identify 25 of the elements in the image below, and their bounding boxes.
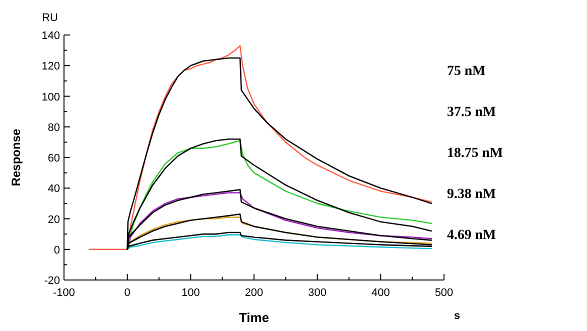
text: 75 nM — [447, 64, 486, 79]
y-axis-title: Response — [9, 128, 23, 186]
x-axis-title: Time — [238, 310, 270, 325]
y-tick-label: 120 — [42, 60, 60, 73]
text: s — [454, 310, 460, 322]
y-tick-label: 40 — [48, 183, 60, 196]
text: 4.69 nM — [447, 228, 496, 243]
y-tick-label: 20 — [48, 214, 60, 226]
y-tick-label: 80 — [48, 122, 60, 134]
text: RU — [42, 12, 58, 24]
text: 18.75 nM — [447, 146, 503, 161]
y-tick-label: 0 — [54, 244, 60, 256]
x-tick-label: 200 — [244, 287, 264, 299]
x-tick-label: 0 — [124, 287, 130, 299]
x-tick-label: 500 — [434, 287, 454, 299]
x-tick-label: 400 — [371, 287, 390, 299]
y-tick-label: 60 — [48, 152, 60, 164]
text: 9.38 nM — [447, 187, 496, 202]
text: 37.5 nM — [447, 105, 496, 120]
x-tick-label: 300 — [308, 287, 327, 299]
y-tick-label: -20 — [44, 275, 60, 287]
y-tick-label: 140 — [42, 30, 60, 42]
x-tick-label: 100 — [181, 287, 200, 299]
y-tick-label: 100 — [42, 91, 60, 104]
x-tick-label: -100 — [52, 287, 76, 299]
